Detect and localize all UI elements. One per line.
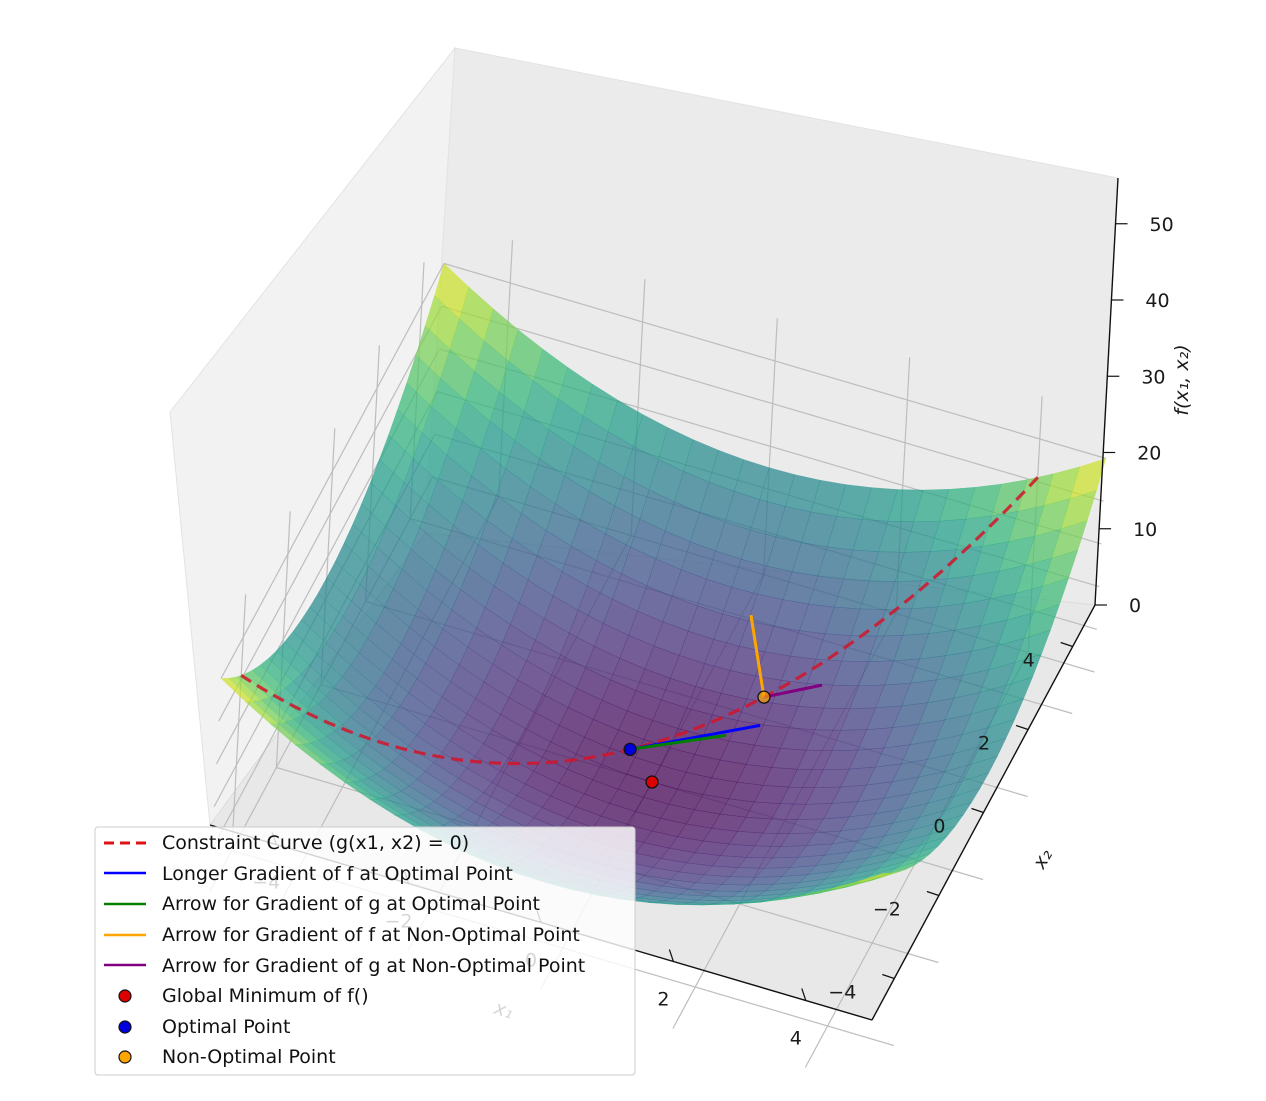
legend-label-grad-g-opt: Arrow for Gradient of g at Optimal Point xyxy=(162,893,540,915)
legend-label-optimal: Optimal Point xyxy=(162,1016,290,1038)
back-grid-z xyxy=(443,262,1107,460)
global-minimum-point xyxy=(645,775,659,789)
z-axis-label: f(x₁, x₂) xyxy=(1171,344,1193,415)
z-tick-label: 50 xyxy=(1150,214,1174,236)
z-tick-label: 20 xyxy=(1137,443,1161,465)
legend: Constraint Curve (g(x1, x2) = 0) Longer … xyxy=(94,826,636,1076)
legend-label-grad-f-opt: Longer Gradient of f at Optimal Point xyxy=(162,863,513,885)
surface-patch xyxy=(220,678,254,703)
legend-marker-optimal xyxy=(118,1020,132,1034)
z-axis-line xyxy=(1094,177,1119,606)
x1-tick-mark xyxy=(801,988,807,1001)
optimal-point xyxy=(623,742,637,757)
x2-tick-mark xyxy=(1060,641,1073,648)
side-grid-z xyxy=(220,263,445,679)
legend-label-constraint: Constraint Curve (g(x1, x2) = 0) xyxy=(162,832,469,854)
back-grid-z xyxy=(441,305,1104,502)
z-tick-label: 30 xyxy=(1141,366,1165,388)
x2-tick-label: 2 xyxy=(978,733,990,755)
x2-tick-label: 0 xyxy=(933,816,945,838)
x1-tick-label: 2 xyxy=(657,989,669,1011)
gradient-f-non-optimal xyxy=(749,614,766,698)
legend-box xyxy=(94,826,636,1076)
x2-tick-mark xyxy=(926,890,940,897)
x1-tick-mark xyxy=(668,949,674,962)
x2-ticks: 4 2 0 −2 −4 xyxy=(828,641,1073,1004)
overlay xyxy=(240,476,1039,789)
x1-tick-label: 4 xyxy=(790,1028,802,1050)
legend-label-global-min: Global Minimum of f() xyxy=(162,985,369,1007)
legend-marker-non-optimal xyxy=(118,1050,132,1064)
x2-tick-mark xyxy=(1015,724,1029,731)
legend-label-non-optimal: Non-Optimal Point xyxy=(162,1046,336,1068)
legend-label-grad-f-nonopt: Arrow for Gradient of f at Non-Optimal P… xyxy=(162,924,580,946)
non-optimal-point xyxy=(757,690,771,704)
gradient-g-optimal xyxy=(629,733,727,751)
x2-tick-label: 4 xyxy=(1023,650,1035,672)
z-tick-label: 0 xyxy=(1129,595,1141,617)
z-ticks: 0 10 20 30 40 50 xyxy=(1095,214,1174,617)
x2-axis-label: x₂ xyxy=(1028,845,1057,874)
legend-marker-global-min xyxy=(118,989,132,1003)
x2-tick-mark xyxy=(882,973,895,980)
x2-tick-mark xyxy=(971,807,984,814)
legend-label-grad-g-nonopt: Arrow for Gradient of g at Non-Optimal P… xyxy=(162,955,585,977)
z-tick-label: 40 xyxy=(1145,290,1169,312)
side-grid-z xyxy=(218,305,443,722)
x2-tick-label: −2 xyxy=(873,899,901,921)
z-tick-label: 10 xyxy=(1133,519,1157,541)
x2-tick-label: −4 xyxy=(828,982,856,1004)
gradient-g-non-optimal xyxy=(763,683,823,699)
